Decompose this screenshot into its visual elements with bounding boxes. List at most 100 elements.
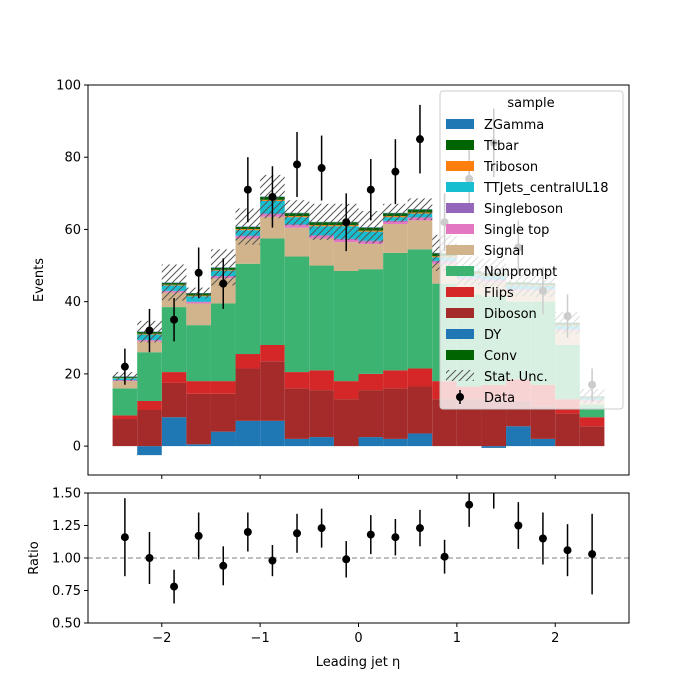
data-point-9 (342, 218, 351, 227)
bar-flips-12 (407, 368, 433, 387)
legend-swatch-ttjets_centralul18 (446, 182, 474, 192)
ratio-xtick-label-2: 0 (354, 631, 362, 646)
bar-dy-4 (210, 431, 236, 447)
legend-label-nonprompt: Nonprompt (484, 265, 557, 280)
main-ytick-label-1: 20 (64, 367, 81, 382)
ratio-xtick-label-1: −1 (251, 631, 270, 646)
ratio-point-12 (415, 524, 424, 533)
bar-dy-2 (161, 417, 187, 447)
bar-flips-3 (186, 381, 211, 394)
ratio-ytick-label-4: 1.50 (52, 487, 81, 502)
data-point-7 (293, 160, 302, 169)
bar-signal-12 (407, 220, 433, 250)
bar-dy-6 (260, 420, 285, 447)
legend-swatch-zgamma (446, 119, 474, 129)
main-ytick-label-0: 0 (73, 440, 81, 455)
legend-swatch-ttbar (446, 140, 474, 150)
bar-diboson-2 (161, 382, 187, 418)
ratio-x-ticks: −2 −1 0 1 2 (152, 623, 559, 646)
legend-label-stat-unc-: Stat. Unc. (484, 370, 548, 385)
bar-diboson-8 (309, 390, 334, 438)
bar-ttjets_centralul18-3 (186, 296, 211, 302)
bar-nonprompt-3 (186, 325, 211, 382)
ratio-point-19 (588, 550, 597, 559)
stat-unc-bin-8 (309, 203, 334, 240)
ratio-point-0 (120, 533, 129, 542)
data-point-3 (194, 268, 203, 277)
bar-diboson-5 (235, 368, 261, 421)
bar-nonprompt-4 (210, 303, 236, 382)
ratio-y-ticks: 0.50 0.75 1.00 1.25 1.50 (52, 487, 88, 632)
ratio-ytick-label-0: 0.50 (52, 617, 81, 632)
ratio-ytick-label-1: 0.75 (52, 584, 81, 599)
bar-signal-3 (186, 303, 211, 326)
legend-swatch-triboson (446, 161, 474, 171)
ratio-point-1 (145, 554, 154, 562)
legend-swatch-data (456, 393, 464, 401)
legend-title: sample (507, 96, 554, 111)
ratio-point-11 (391, 533, 400, 542)
stat-unc-bin-7 (284, 200, 310, 226)
ratio-point-2 (170, 582, 179, 591)
data-point-1 (145, 326, 154, 335)
ratio-xtick-label-0: −2 (152, 631, 171, 646)
main-ytick-label-4: 80 (64, 151, 81, 166)
main-ytick-label-5: 100 (56, 79, 81, 94)
ratio-point-9 (342, 555, 351, 564)
bar-nonprompt-9 (333, 270, 359, 382)
bar-dy-3 (186, 444, 211, 447)
legend-label-zgamma: ZGamma (484, 118, 544, 133)
legend-label-ttjets_centralul18: TTJets_centralUL18 (483, 181, 609, 196)
data-point-6 (268, 192, 277, 201)
ratio-point-18 (563, 546, 572, 555)
legend-label-ttbar: Ttbar (483, 139, 519, 154)
bar-dy-17 (530, 438, 556, 447)
bar-nonprompt-8 (309, 265, 334, 371)
bar-flips-7 (284, 372, 310, 389)
legend-swatch-flips (446, 287, 474, 297)
bar-diboson-11 (383, 388, 408, 439)
x-axis-label: Leading jet η (316, 655, 401, 670)
legend-swatch-dy (446, 329, 474, 339)
bar-flips-5 (235, 354, 261, 369)
legend-swatch-single-top (446, 224, 474, 234)
ratio-ytick-label-3: 1.25 (52, 519, 81, 534)
data-point-10 (366, 185, 375, 194)
bar-diboson-17 (530, 406, 556, 439)
ratio-point-13 (440, 552, 449, 561)
ratio-point-16 (514, 521, 523, 530)
bar-flips-0 (112, 415, 138, 420)
legend-label-diboson: Diboson (484, 307, 537, 322)
data-point-8 (317, 164, 326, 173)
ratio-xtick-label-4: 2 (551, 631, 559, 646)
bar-flips-1 (137, 400, 162, 410)
bar-nonprompt-7 (284, 256, 310, 373)
bar-diboson-1 (137, 410, 162, 447)
ratio-point-5 (243, 528, 252, 536)
bar-single-top-3 (186, 302, 211, 304)
legend-label-single-top: Single top (484, 223, 549, 238)
legend-swatch-conv (446, 350, 474, 360)
ratio-point-15 (490, 479, 498, 487)
bar-dy-1 (137, 446, 162, 456)
ratio-point-17 (538, 534, 547, 543)
legend-swatch-diboson (446, 308, 474, 318)
bar-diboson-12 (407, 386, 433, 434)
legend-label-signal: Signal (484, 244, 524, 259)
bar-dy-16 (506, 426, 531, 447)
legend-label-conv: Conv (484, 349, 517, 364)
ratio-point-6 (268, 556, 277, 565)
bar-diboson-19 (579, 426, 605, 447)
bar-dy-7 (284, 438, 310, 447)
ratio-point-4 (219, 561, 228, 570)
main-ytick-label-2: 40 (64, 295, 81, 310)
stat-unc-bin-11 (383, 203, 408, 222)
bar-dy-8 (309, 437, 334, 447)
bar-signal-10 (358, 243, 384, 270)
bar-dy-12 (407, 433, 433, 447)
legend-label-singleboson: Singleboson (484, 202, 563, 217)
stat-unc-bin-12 (407, 198, 433, 221)
ratio-point-7 (293, 529, 302, 538)
bar-dy-10 (358, 437, 384, 447)
